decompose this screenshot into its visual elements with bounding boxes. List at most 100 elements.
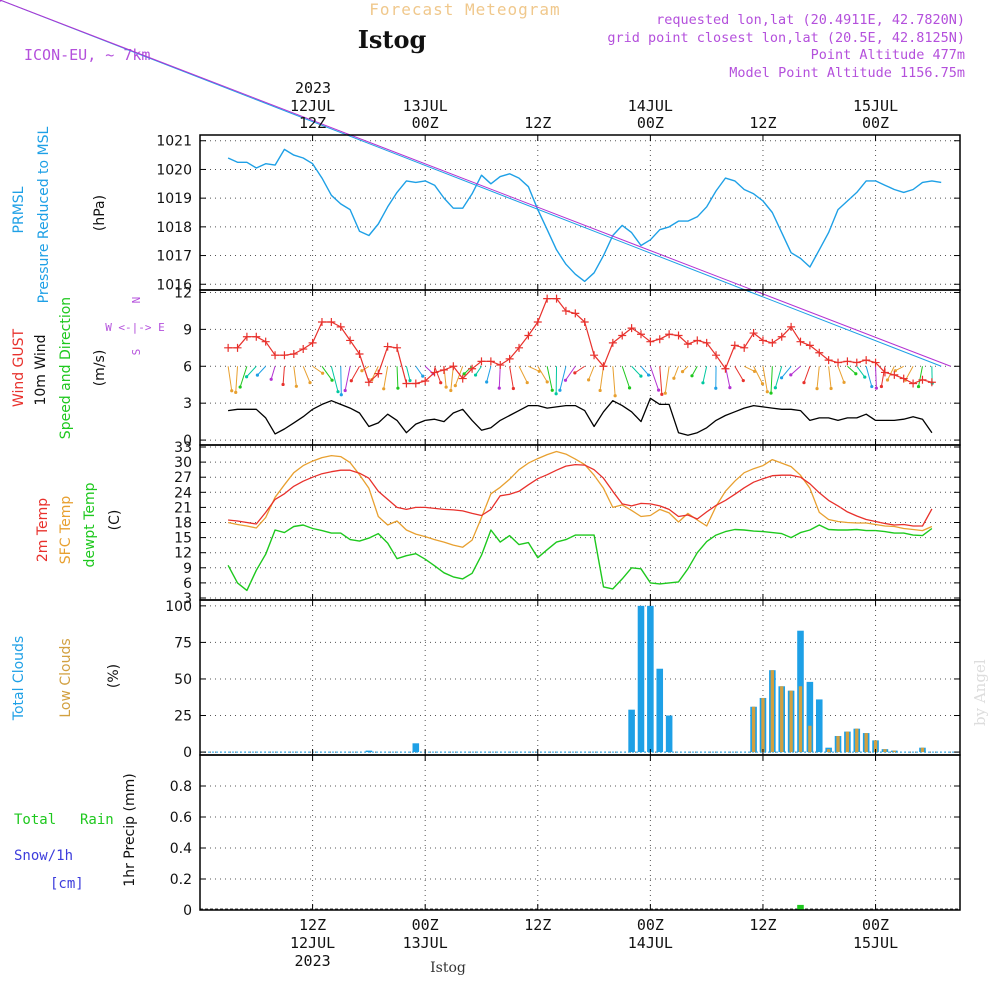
wind-arrow-head (779, 376, 784, 380)
p4-label-low: Low Clouds (58, 638, 74, 717)
wind-arrow-head (255, 373, 260, 377)
total-cloud-bar (665, 715, 673, 753)
gust-point (364, 378, 373, 387)
gust-point (824, 356, 833, 365)
wind-arrow-head (294, 384, 298, 388)
wind-direction-arrow (659, 366, 663, 395)
gust-point (805, 341, 814, 350)
point-altitude: Point Altitude 477m (811, 47, 965, 63)
gust-point (730, 341, 739, 350)
wind-arrow-head (339, 393, 343, 397)
gust-point (627, 324, 636, 333)
gust-point (787, 322, 796, 331)
gust-point (477, 357, 486, 366)
p3-label-unit: (C) (107, 510, 123, 531)
wind-direction-arrow (383, 366, 389, 389)
wind-arrow-head (485, 380, 489, 384)
y-tick-label: 1020 (156, 162, 192, 178)
y-tick-label: 50 (174, 672, 192, 688)
low-cloud-bar (920, 747, 925, 753)
wind-arrow-head (396, 386, 400, 390)
wind-direction-arrow (227, 366, 233, 391)
p5-label-rain: Rain (80, 812, 114, 828)
wind-direction-arrow (0, 0, 951, 367)
wind-direction-arrow (649, 366, 660, 391)
y-tick-label: 6 (183, 576, 192, 592)
watermark: by Angel (971, 659, 989, 726)
wind-arrow-head (554, 392, 558, 396)
gust-point (355, 349, 364, 358)
wind-direction-arrow (774, 366, 783, 388)
gust-point (346, 336, 355, 345)
wind-direction-arrow (599, 366, 604, 391)
wind-arrow-head (0, 0, 2, 2)
wind-direction-arrow (887, 366, 895, 381)
low-cloud-bar (770, 670, 774, 753)
y-tick-label: 0.8 (170, 779, 192, 795)
wind-direction-arrow (691, 366, 698, 377)
panel-frame (199, 754, 961, 911)
wind-direction-arrow (621, 366, 631, 389)
wind-arrow-head (829, 386, 833, 391)
wind-direction-arrow (528, 365, 540, 372)
y-tick-label: 100 (165, 599, 192, 615)
wind-direction-arrow (450, 366, 454, 391)
gust-point (336, 322, 345, 331)
p5-label-total: Total (14, 812, 56, 828)
low-cloud-bar (864, 733, 868, 753)
low-cloud-bar (873, 740, 878, 753)
gust-point (758, 336, 767, 345)
gust-point (449, 362, 458, 371)
wind-direction-arrow (724, 366, 731, 388)
wind-arrow-head (244, 375, 249, 379)
wind-direction-arrow (434, 366, 442, 383)
wind-arrow-head (802, 381, 806, 385)
requested-coords: requested lon,lat (20.4911E, 42.7820N) (656, 12, 965, 28)
pressure-line (227, 148, 942, 283)
y-tick-label: 1021 (156, 134, 192, 150)
bottom-date-label: 12JUL (290, 934, 335, 952)
wind-direction-arrow (330, 366, 339, 392)
wind-direction-arrow (498, 366, 501, 389)
wind-direction-arrow (546, 366, 553, 391)
y-tick-label: 1016 (156, 277, 192, 293)
dewpoint-line (227, 524, 933, 592)
footer-station: Istog (430, 960, 466, 976)
gust-point (383, 342, 392, 351)
top-hour-label: 00Z (637, 114, 664, 132)
p1-label-prmsl: PRMSL (11, 186, 27, 233)
gust-point (749, 329, 758, 338)
wind-direction-arrow (631, 365, 642, 377)
wind-arrow-head (728, 386, 732, 390)
low-cloud-bar (789, 690, 793, 753)
gust-point (242, 332, 251, 341)
wind-arrow-head (336, 390, 340, 394)
forecast-title: Forecast Meteogram (369, 0, 560, 19)
wind-direction-arrow (344, 366, 351, 391)
gust-point (693, 336, 702, 345)
wind-arrow-head (439, 381, 443, 385)
gust-point (646, 337, 655, 346)
wind-arrow-head (701, 381, 705, 385)
bottom-hour-label: 12Z (524, 916, 551, 934)
gust-point (261, 337, 270, 346)
bottom-hour-label: 12Z (299, 916, 326, 934)
gust-point (777, 332, 786, 341)
wind-direction-arrow (396, 366, 399, 389)
wind-direction-arrow (463, 365, 473, 375)
y-tick-label: 33 (174, 440, 192, 456)
wind-arrow-head (525, 380, 529, 385)
wind-arrow-head (269, 377, 273, 381)
wind-direction-arrow (905, 366, 914, 381)
y-tick-label: 0 (183, 433, 192, 449)
gust-point (899, 374, 908, 383)
gust-point (374, 369, 383, 378)
wind-arrow-head (545, 380, 549, 384)
y-tick-label: 1019 (156, 191, 192, 207)
wind-arrow-head (656, 388, 661, 392)
p2-label-speed: Speed and Direction (58, 297, 74, 439)
gust-point (224, 343, 233, 352)
wind-arrow-head (874, 386, 878, 390)
wind-direction-arrow (743, 365, 755, 372)
gust-point (486, 357, 495, 366)
